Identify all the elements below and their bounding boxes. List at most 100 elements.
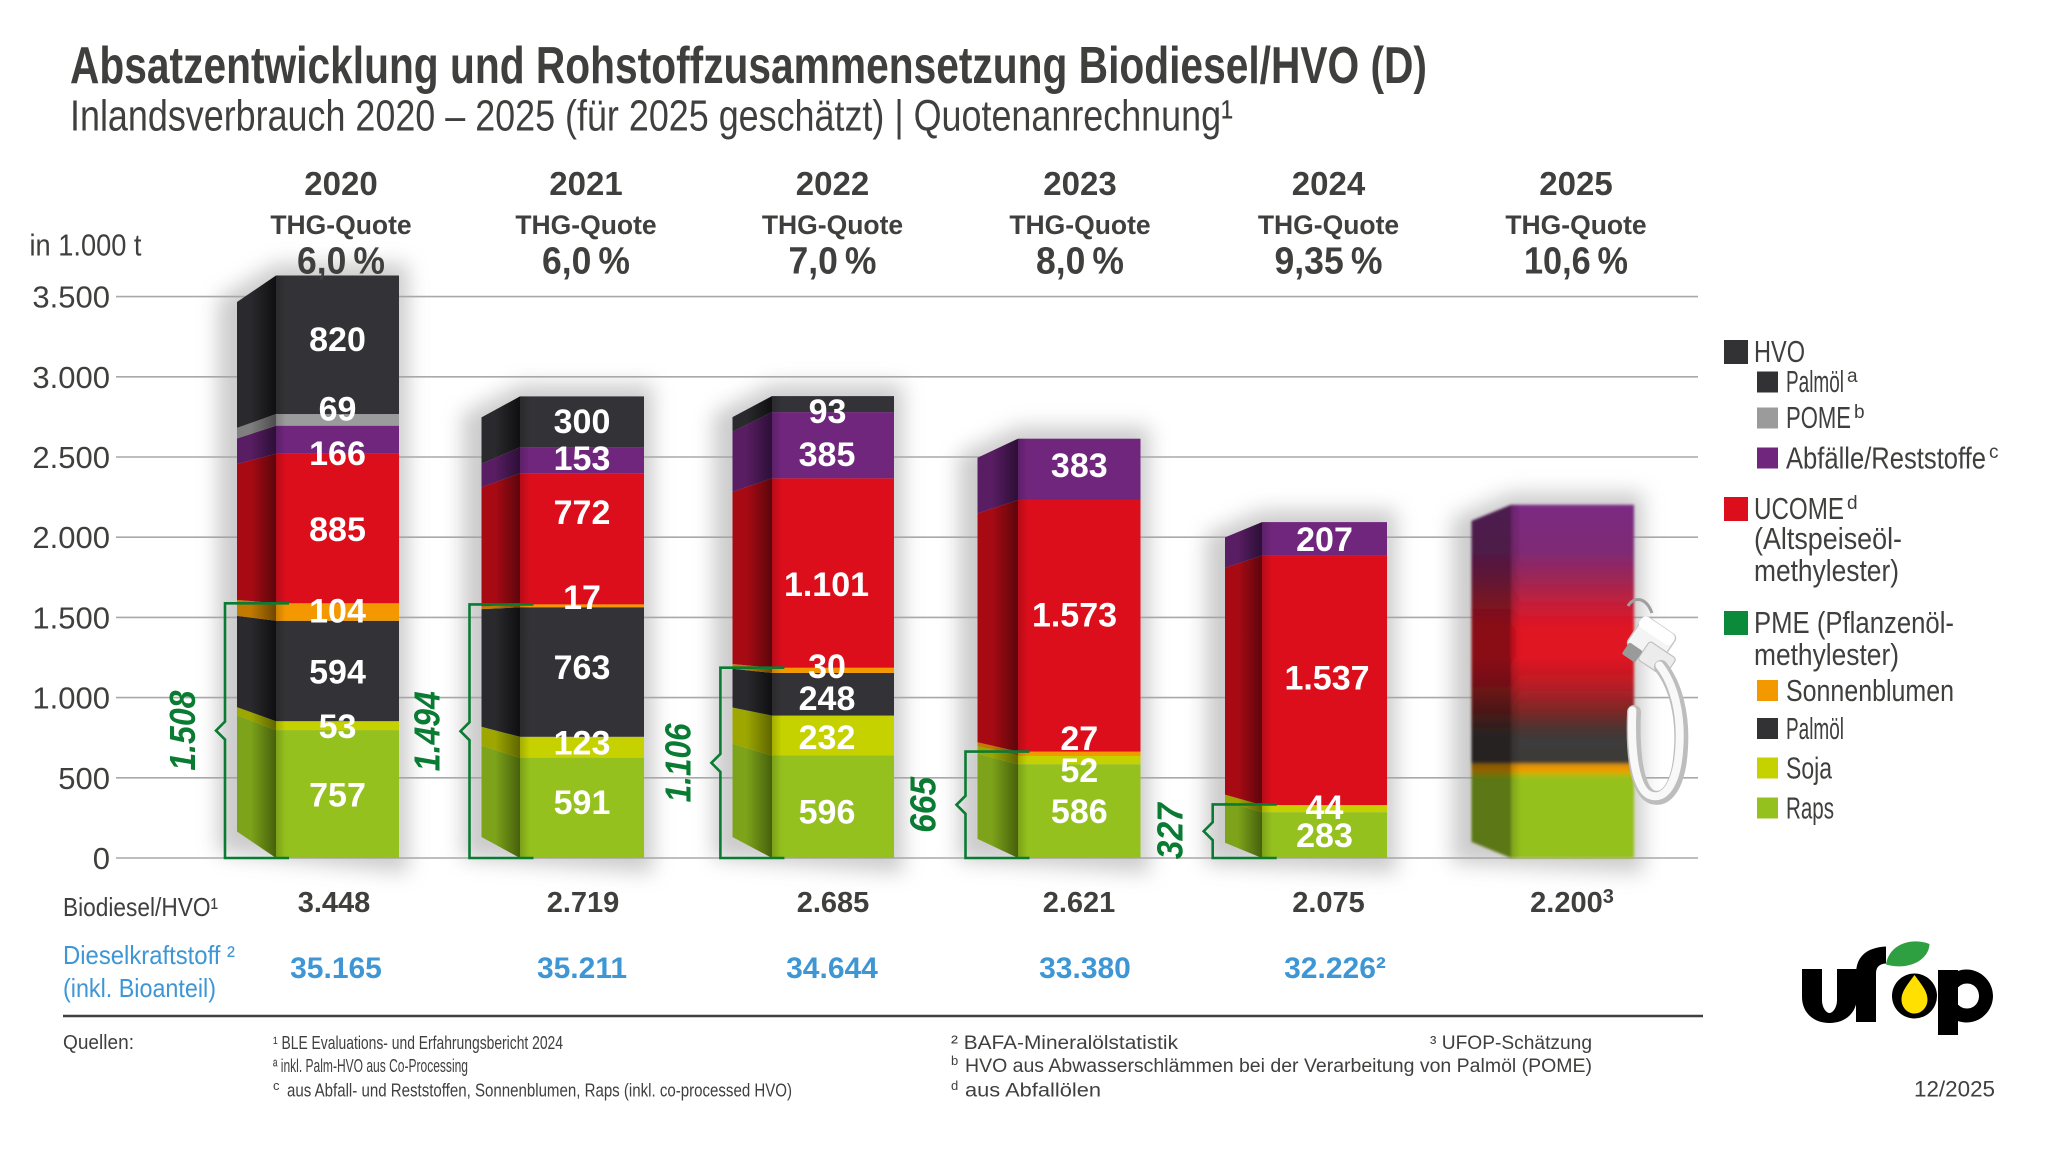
svg-text:2.621: 2.621: [1043, 887, 1116, 919]
svg-text:in 1.000 t: in 1.000 t: [30, 227, 142, 262]
svg-text:27: 27: [1060, 720, 1098, 758]
svg-text:3.500: 3.500: [32, 280, 110, 315]
svg-text:Inlandsverbrauch 2020 – 2025 (: Inlandsverbrauch 2020 – 2025 (für 2025 g…: [70, 92, 1233, 141]
svg-text:32.226²: 32.226²: [1284, 952, 1386, 985]
svg-text:2025: 2025: [1539, 165, 1612, 202]
svg-text:methylester): methylester): [1754, 637, 1899, 672]
svg-text:34.644: 34.644: [786, 952, 878, 985]
svg-text:1.537: 1.537: [1284, 660, 1369, 698]
svg-text:Biodiesel/HVO¹: Biodiesel/HVO¹: [63, 892, 218, 922]
svg-text:820: 820: [309, 321, 366, 359]
svg-text:300: 300: [554, 403, 611, 441]
svg-text:385: 385: [799, 436, 856, 474]
svg-text:(inkl. Bioanteil): (inkl. Bioanteil): [63, 973, 216, 1003]
svg-text:153: 153: [554, 440, 611, 478]
svg-text:THG-Quote: THG-Quote: [1505, 210, 1646, 240]
svg-text:35.211: 35.211: [537, 952, 627, 985]
svg-text:HVO aus Abwasserschlämmen bei: HVO aus Abwasserschlämmen bei der Verarb…: [965, 1056, 1592, 1077]
svg-text:aus Abfall- und Reststoffen, S: aus Abfall- und Reststoffen, Sonnenblume…: [287, 1081, 792, 1101]
svg-text:104: 104: [309, 593, 366, 631]
svg-text:35.165: 35.165: [290, 952, 382, 985]
svg-text:HVO: HVO: [1754, 334, 1805, 369]
svg-text:283: 283: [1296, 817, 1353, 855]
svg-text:2.719: 2.719: [547, 887, 620, 919]
svg-text:2022: 2022: [796, 165, 869, 202]
svg-text:Quellen:: Quellen:: [63, 1032, 134, 1054]
svg-text:a: a: [1847, 366, 1858, 387]
svg-text:Dieselkraftstoff ²: Dieselkraftstoff ²: [63, 940, 235, 970]
svg-text:methylester): methylester): [1754, 553, 1899, 588]
svg-text:8,0 %: 8,0 %: [1036, 241, 1124, 283]
svg-text:665: 665: [903, 776, 944, 833]
svg-text:THG-Quote: THG-Quote: [270, 210, 411, 240]
svg-text:1.106: 1.106: [657, 723, 698, 803]
svg-text:1.508: 1.508: [162, 691, 203, 771]
svg-text:123: 123: [554, 725, 611, 763]
svg-text:2024: 2024: [1292, 165, 1366, 202]
svg-text:594: 594: [309, 654, 366, 692]
svg-text:500: 500: [58, 761, 110, 796]
svg-text:1.494: 1.494: [407, 691, 448, 771]
svg-text:1.101: 1.101: [784, 566, 869, 604]
svg-text:44: 44: [1306, 789, 1344, 827]
svg-text:Raps: Raps: [1786, 791, 1834, 826]
svg-text:³ UFOP-Schätzung: ³ UFOP-Schätzung: [1430, 1033, 1592, 1054]
svg-text:6,0 %: 6,0 %: [542, 241, 630, 283]
svg-text:772: 772: [554, 494, 611, 532]
svg-text:52: 52: [1060, 752, 1098, 790]
svg-text:586: 586: [1051, 793, 1108, 831]
svg-text:207: 207: [1296, 521, 1353, 559]
svg-text:9,35 %: 9,35 %: [1275, 241, 1383, 283]
svg-text:10,6 %: 10,6 %: [1524, 241, 1628, 283]
svg-text:248: 248: [799, 680, 856, 718]
svg-text:Palmöl: Palmöl: [1786, 364, 1844, 399]
svg-text:Absatzentwicklung und Rohstoff: Absatzentwicklung und Rohstoffzusammense…: [70, 37, 1427, 95]
svg-text:THG-Quote: THG-Quote: [1009, 210, 1150, 240]
svg-text:2021: 2021: [549, 165, 622, 202]
svg-text:THG-Quote: THG-Quote: [515, 210, 656, 240]
svg-text:PME (Pflanzenöl-: PME (Pflanzenöl-: [1754, 605, 1954, 640]
svg-text:327: 327: [1150, 801, 1191, 859]
svg-text:12/2025: 12/2025: [1914, 1077, 1995, 1102]
svg-text:d: d: [1847, 493, 1858, 514]
svg-text:THG-Quote: THG-Quote: [1258, 210, 1399, 240]
svg-text:Soja: Soja: [1786, 751, 1833, 786]
svg-text:7,0 %: 7,0 %: [789, 241, 877, 283]
svg-text:c: c: [1989, 442, 1999, 463]
svg-text:591: 591: [554, 784, 611, 822]
svg-text:b: b: [1854, 402, 1865, 423]
svg-text:30: 30: [808, 648, 846, 686]
svg-text:b: b: [951, 1053, 958, 1068]
svg-text:(Altspeiseöl-: (Altspeiseöl-: [1754, 521, 1902, 556]
svg-text:6,0 %: 6,0 %: [297, 241, 385, 283]
svg-text:757: 757: [309, 777, 366, 815]
svg-text:2.075: 2.075: [1292, 887, 1365, 919]
svg-text:2.685: 2.685: [797, 887, 870, 919]
svg-text:c: c: [273, 1078, 280, 1093]
svg-text:THG-Quote: THG-Quote: [762, 210, 903, 240]
svg-text:166: 166: [309, 435, 366, 473]
svg-text:aus Abfallölen: aus Abfallölen: [965, 1081, 1101, 1102]
svg-text:Palmöl: Palmöl: [1786, 711, 1844, 746]
svg-text:885: 885: [309, 511, 366, 549]
svg-text:69: 69: [319, 391, 357, 429]
svg-text:93: 93: [809, 393, 847, 431]
svg-text:33.380: 33.380: [1039, 952, 1131, 985]
svg-text:2.500: 2.500: [32, 440, 110, 475]
svg-text:232: 232: [799, 719, 856, 757]
svg-text:2.000: 2.000: [32, 520, 110, 555]
svg-text:596: 596: [799, 794, 856, 832]
svg-text:2023: 2023: [1043, 165, 1116, 202]
svg-text:1.500: 1.500: [32, 600, 110, 635]
svg-text:0: 0: [93, 841, 110, 876]
svg-text:UCOME: UCOME: [1754, 491, 1844, 526]
svg-text:Abfälle/Reststoffe: Abfälle/Reststoffe: [1786, 441, 1986, 476]
svg-text:3.000: 3.000: [32, 360, 110, 395]
svg-text:Sonnenblumen: Sonnenblumen: [1786, 673, 1954, 708]
svg-text:2020: 2020: [304, 165, 377, 202]
svg-text:ª inkl. Palm-HVO aus Co-Proces: ª inkl. Palm-HVO aus Co-Processing: [273, 1056, 468, 1076]
svg-text:¹ BLE Evaluations- und Erfahru: ¹ BLE Evaluations- und Erfahrungsbericht…: [273, 1033, 563, 1053]
svg-text:17: 17: [563, 579, 601, 617]
svg-text:POME: POME: [1786, 400, 1851, 435]
svg-text:1.573: 1.573: [1032, 597, 1117, 635]
